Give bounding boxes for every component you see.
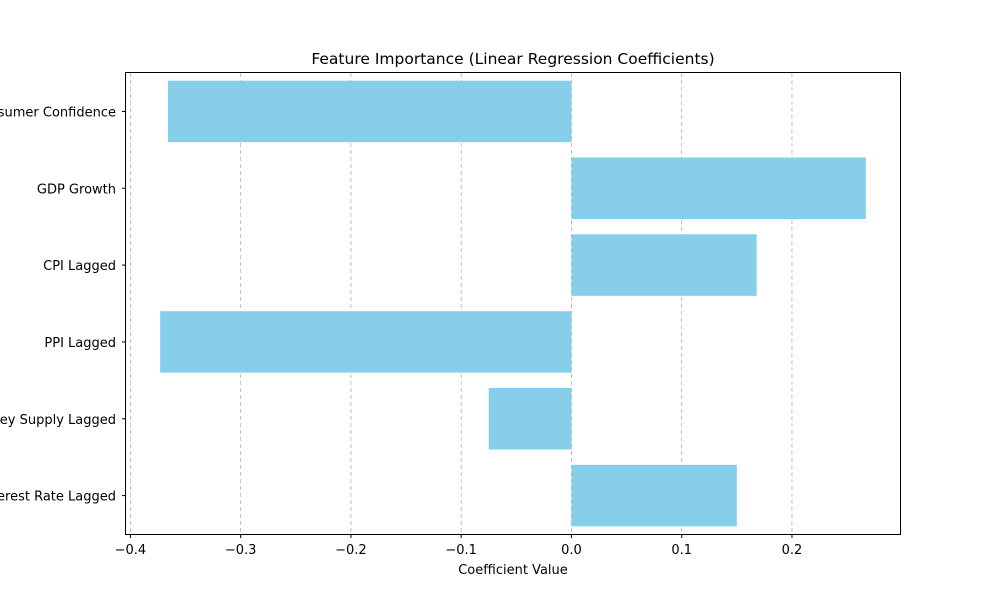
bar — [571, 157, 866, 219]
bar — [571, 464, 737, 527]
plot-frame — [125, 72, 901, 535]
x-tick-label: 0.2 — [782, 543, 803, 558]
x-tick-label: 0.0 — [561, 543, 582, 558]
y-axis-ticks: Consumer Confidence GDP Growth CPI Lagged P… — [0, 105, 126, 505]
x-tick-label: 0.1 — [671, 543, 692, 558]
bar — [488, 388, 572, 450]
bar — [160, 311, 572, 373]
bars — [160, 80, 866, 527]
bar — [167, 80, 572, 143]
y-tick-label: Money Supply Lagged — [0, 413, 116, 428]
chart-title: Feature Importance (Linear Regression Co… — [311, 50, 714, 68]
x-axis-ticks: −0.4 −0.3 −0.2 −0.1 0.0 0.1 0.2 — [115, 534, 803, 558]
x-tick-label: −0.2 — [335, 543, 367, 558]
x-tick-label: −0.4 — [115, 543, 147, 558]
y-tick-label: PPI Lagged — [44, 336, 116, 351]
y-tick-label: Interest Rate Lagged — [0, 490, 116, 505]
x-tick-label: −0.1 — [445, 543, 477, 558]
y-tick-label: Consumer Confidence — [0, 105, 116, 120]
y-tick-label: CPI Lagged — [43, 259, 116, 274]
x-tick-label: −0.3 — [225, 543, 257, 558]
bar — [571, 234, 757, 296]
x-axis-label: Coefficient Value — [458, 563, 568, 578]
y-tick-label: GDP Growth — [37, 182, 116, 197]
